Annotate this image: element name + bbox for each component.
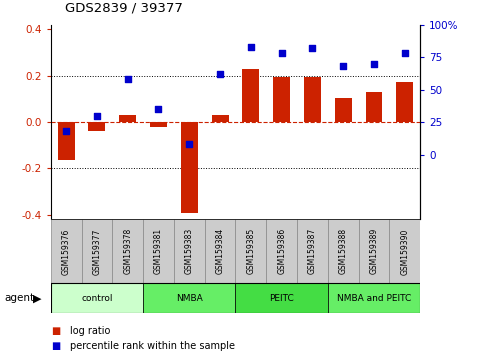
Text: GSM159385: GSM159385 bbox=[246, 228, 256, 274]
Text: GSM159389: GSM159389 bbox=[369, 228, 379, 274]
Bar bbox=[51, 219, 82, 283]
Point bbox=[278, 51, 285, 56]
Bar bbox=[119, 115, 136, 122]
Text: GSM159377: GSM159377 bbox=[92, 228, 101, 275]
Bar bbox=[297, 219, 328, 283]
Bar bbox=[358, 219, 389, 283]
Point bbox=[401, 51, 409, 56]
Bar bbox=[335, 98, 352, 122]
Point bbox=[247, 44, 255, 50]
Text: GSM159381: GSM159381 bbox=[154, 228, 163, 274]
Text: PEITC: PEITC bbox=[270, 294, 294, 303]
Text: NMBA: NMBA bbox=[176, 294, 203, 303]
Text: GSM159383: GSM159383 bbox=[185, 228, 194, 274]
Bar bbox=[205, 219, 236, 283]
Point bbox=[155, 106, 162, 112]
Bar bbox=[236, 283, 328, 313]
Bar bbox=[57, 122, 74, 160]
Text: GSM159390: GSM159390 bbox=[400, 228, 409, 275]
Text: GSM159387: GSM159387 bbox=[308, 228, 317, 274]
Text: GSM159388: GSM159388 bbox=[339, 228, 348, 274]
Bar bbox=[143, 219, 174, 283]
Bar bbox=[181, 122, 198, 212]
Point bbox=[370, 61, 378, 67]
Bar bbox=[328, 283, 420, 313]
Text: agent: agent bbox=[5, 293, 35, 303]
Bar bbox=[304, 77, 321, 122]
Bar bbox=[389, 219, 420, 283]
Point bbox=[93, 113, 101, 119]
Text: control: control bbox=[81, 294, 113, 303]
Text: log ratio: log ratio bbox=[70, 326, 111, 336]
Text: GSM159376: GSM159376 bbox=[62, 228, 71, 275]
Point bbox=[216, 71, 224, 77]
Bar bbox=[397, 81, 413, 122]
Text: GSM159378: GSM159378 bbox=[123, 228, 132, 274]
Point bbox=[124, 76, 131, 82]
Text: ■: ■ bbox=[51, 341, 60, 351]
Bar bbox=[150, 122, 167, 127]
Bar bbox=[366, 92, 383, 122]
Bar bbox=[328, 219, 358, 283]
Bar bbox=[174, 219, 205, 283]
Bar bbox=[112, 219, 143, 283]
Bar bbox=[143, 283, 236, 313]
Point bbox=[185, 141, 193, 147]
Point bbox=[62, 129, 70, 134]
Bar bbox=[88, 122, 105, 131]
Text: NMBA and PEITC: NMBA and PEITC bbox=[337, 294, 411, 303]
Bar bbox=[273, 77, 290, 122]
Text: percentile rank within the sample: percentile rank within the sample bbox=[70, 341, 235, 351]
Bar bbox=[51, 283, 143, 313]
Text: ■: ■ bbox=[51, 326, 60, 336]
Text: ▶: ▶ bbox=[33, 293, 42, 303]
Point bbox=[340, 63, 347, 69]
Bar bbox=[266, 219, 297, 283]
Bar bbox=[236, 219, 266, 283]
Bar bbox=[212, 115, 228, 122]
Text: GSM159386: GSM159386 bbox=[277, 228, 286, 274]
Point bbox=[309, 45, 316, 51]
Bar bbox=[82, 219, 112, 283]
Text: GDS2839 / 39377: GDS2839 / 39377 bbox=[65, 1, 183, 14]
Text: GSM159384: GSM159384 bbox=[215, 228, 225, 274]
Bar bbox=[242, 69, 259, 122]
